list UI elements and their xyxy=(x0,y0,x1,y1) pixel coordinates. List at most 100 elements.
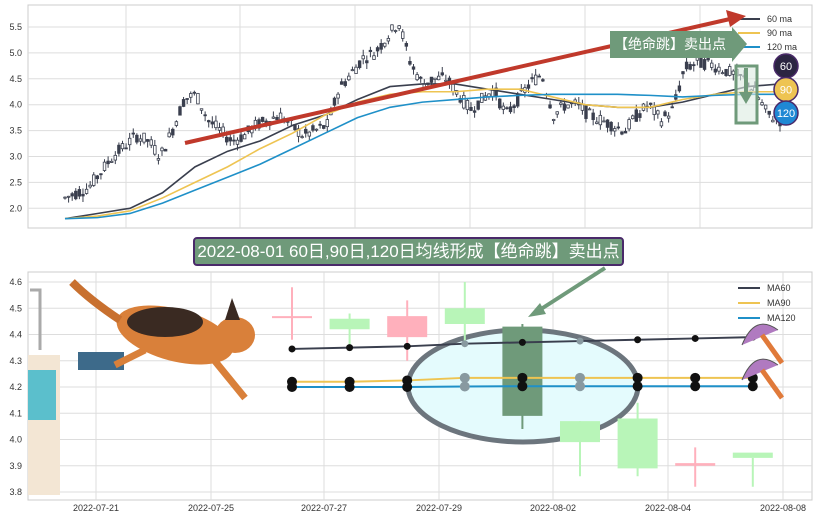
parachutist-icon xyxy=(759,368,785,400)
top-legend-label: 90 ma xyxy=(767,28,792,38)
top-candle-body xyxy=(433,77,437,80)
top-candle-body xyxy=(181,99,186,107)
top-candle-body xyxy=(336,93,340,99)
ma-marker xyxy=(288,345,296,353)
top-candle-body xyxy=(656,110,660,115)
top-candle-body xyxy=(113,154,118,161)
top-candle-body xyxy=(551,118,556,121)
diving-tower-panel xyxy=(28,370,56,420)
bottom-y-tick-label: 4.0 xyxy=(9,435,22,445)
top-candle-body xyxy=(325,119,329,128)
ma-marker xyxy=(634,336,642,344)
top-candle-body xyxy=(361,55,365,60)
ma-marker xyxy=(747,381,758,392)
ma-marker xyxy=(459,372,470,383)
bottom-y-tick-label: 4.6 xyxy=(9,277,22,287)
x-tick-label: 2022-07-21 xyxy=(73,503,119,513)
top-candle-body xyxy=(271,116,276,119)
top-candle-body xyxy=(404,43,409,47)
x-tick-label: 2022-07-27 xyxy=(301,503,347,513)
top-candle-body xyxy=(684,61,689,70)
top-y-tick-label: 4.5 xyxy=(9,74,22,84)
top-candle-body xyxy=(135,134,139,143)
top-candle-body xyxy=(451,83,455,93)
top-ma-line xyxy=(64,93,780,220)
bottom-y-tick-label: 4.3 xyxy=(9,356,22,366)
ma-marker xyxy=(518,338,526,346)
top-y-tick-label: 2.0 xyxy=(9,203,22,213)
top-candle-body xyxy=(160,147,164,152)
top-candle-body xyxy=(419,76,423,79)
top-candle-body xyxy=(760,102,764,106)
ma-marker xyxy=(691,334,699,342)
pointer-arrow xyxy=(536,266,607,313)
ma-badge-120 xyxy=(773,100,799,126)
diving-board xyxy=(78,352,124,370)
top-candle-body xyxy=(648,102,653,105)
top-candle-body xyxy=(670,106,674,109)
top-candle-body xyxy=(354,66,358,74)
top-candle-body xyxy=(630,115,635,120)
top-candle-body xyxy=(598,114,603,126)
top-candle-body xyxy=(713,68,718,73)
top-ma-line xyxy=(64,88,780,220)
top-candle-body xyxy=(138,138,143,142)
top-candle-body xyxy=(688,64,692,70)
top-candle-body xyxy=(347,75,351,81)
bottom-y-tick-label: 4.5 xyxy=(9,303,22,313)
x-tick-label: 2022-07-29 xyxy=(416,503,462,513)
x-tick-label: 2022-08-04 xyxy=(645,503,691,513)
top-candle-body xyxy=(627,119,631,130)
top-candle-body xyxy=(472,110,477,113)
top-candle-body xyxy=(199,108,204,111)
top-candle-body xyxy=(505,107,509,110)
ma-badge-label: 90 xyxy=(780,85,792,97)
top-candle-body xyxy=(415,74,419,81)
top-candle-body xyxy=(228,137,232,142)
ma-marker xyxy=(576,337,584,345)
top-candle-body xyxy=(110,160,114,163)
ma-marker xyxy=(632,372,643,383)
top-candle-body xyxy=(318,123,322,126)
top-candle-body xyxy=(566,104,570,109)
ma-badge-label: 60 xyxy=(780,61,792,73)
top-candle-body xyxy=(300,136,304,139)
candle-body xyxy=(732,452,773,458)
top-candle-body xyxy=(609,121,613,132)
ma-marker xyxy=(690,381,701,392)
top-candle-body xyxy=(372,55,376,60)
top-candle-body xyxy=(397,25,401,29)
top-candle-body xyxy=(106,160,110,165)
top-candle-body xyxy=(408,61,412,65)
top-candle-body xyxy=(210,121,215,125)
bottom-y-tick-label: 3.8 xyxy=(9,487,22,497)
top-candle-body xyxy=(95,175,100,180)
top-candle-body xyxy=(401,31,405,39)
top-candle-body xyxy=(92,174,96,186)
top-candle-body xyxy=(429,76,434,83)
top-candle-body xyxy=(659,121,664,127)
top-candle-body xyxy=(462,95,466,109)
top-candle-body xyxy=(311,125,315,131)
ma-marker xyxy=(287,382,297,392)
ma-marker xyxy=(632,381,643,392)
top-candle-body xyxy=(117,144,121,154)
candle-body xyxy=(272,316,312,319)
top-candle-body xyxy=(214,120,218,129)
top-candle-body xyxy=(623,130,628,134)
top-candle-body xyxy=(74,190,78,200)
x-tick-label: 2022-08-02 xyxy=(530,503,576,513)
top-candle-body xyxy=(541,79,545,82)
top-candle-body xyxy=(411,66,416,70)
candle-body xyxy=(560,421,600,443)
top-candle-body xyxy=(559,102,563,105)
top-candle-body xyxy=(584,105,588,119)
top-candle-body xyxy=(620,131,624,135)
top-candle-body xyxy=(66,195,71,198)
top-candle-body xyxy=(616,126,621,129)
dog-illustration xyxy=(69,279,255,401)
top-candle-body xyxy=(498,98,502,109)
top-candle-body xyxy=(185,98,189,100)
top-candle-body xyxy=(562,103,567,111)
parachute-icon xyxy=(741,323,779,346)
